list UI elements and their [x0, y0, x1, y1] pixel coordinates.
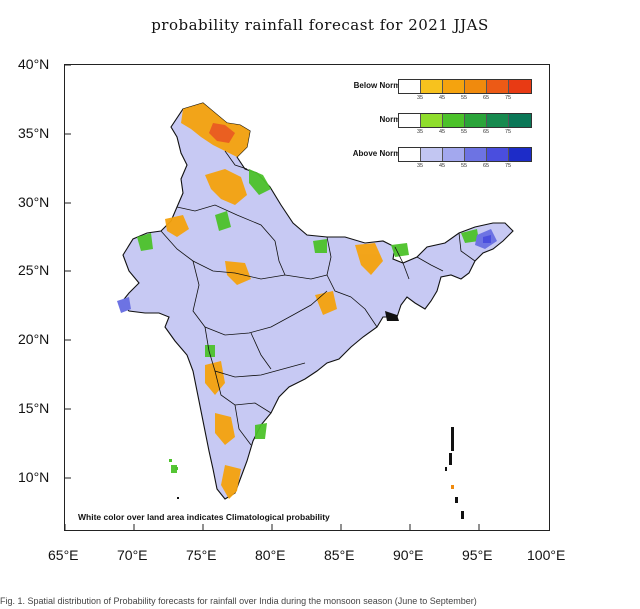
- legend-swatch: [487, 148, 509, 161]
- x-tick-label: 75°E: [186, 547, 217, 563]
- x-tick-label: 90°E: [393, 547, 424, 563]
- legend-tick: 65: [482, 163, 490, 169]
- y-tick-label: 35°N: [18, 125, 50, 141]
- legend-swatch: [399, 80, 421, 93]
- legend-swatch: [509, 80, 531, 93]
- legend-tick: 45: [438, 95, 446, 101]
- legend-tick: 55: [460, 95, 468, 101]
- legend-swatch: [465, 80, 487, 93]
- y-tick-label: 15°N: [18, 400, 50, 416]
- legend-label-below-normal: Below Normal: [353, 81, 407, 90]
- normal-patches: [137, 169, 479, 473]
- map-frame: Below Normal 35 45 55 65 75 Normal: [64, 64, 550, 531]
- legend-tick: 65: [482, 95, 490, 101]
- legend-tick: 45: [438, 163, 446, 169]
- lakshadweep-islands: [169, 459, 179, 499]
- coastline-feature: [385, 311, 399, 321]
- x-tick-label: 80°E: [255, 547, 286, 563]
- legend-swatch: [421, 80, 443, 93]
- above-normal-high-patches: [117, 229, 497, 313]
- andaman-islands: [445, 427, 464, 519]
- figure-caption: Fig. 1. Spatial distribution of Probabil…: [0, 596, 477, 606]
- legend-swatch: [443, 80, 465, 93]
- legend-tick: 55: [460, 163, 468, 169]
- x-tick-label: 95°E: [462, 547, 493, 563]
- map-footnote: White color over land area indicates Cli…: [78, 512, 330, 522]
- state-boundaries: [160, 150, 476, 446]
- legend-swatch: [509, 114, 531, 127]
- x-tick-label: 70°E: [117, 547, 148, 563]
- legend-bar-normal: [398, 113, 532, 128]
- legend-swatch: [399, 114, 421, 127]
- y-tick-label: 40°N: [18, 56, 50, 72]
- legend-bar-above-normal: [398, 147, 532, 162]
- legend-tick: 55: [460, 129, 468, 135]
- y-tick-label: 10°N: [18, 469, 50, 485]
- legend-swatch: [465, 114, 487, 127]
- india-forecast-map: [65, 65, 514, 530]
- legend-label-normal: Normal: [379, 115, 407, 124]
- y-tick-label: 30°N: [18, 194, 50, 210]
- y-tick-label: 20°N: [18, 331, 50, 347]
- legend-tick: 35: [416, 163, 424, 169]
- legend-tick: 65: [482, 129, 490, 135]
- legend: Below Normal 35 45 55 65 75 Normal: [315, 77, 545, 177]
- legend-swatch: [399, 148, 421, 161]
- legend-tick: 75: [504, 95, 512, 101]
- legend-tick: 35: [416, 129, 424, 135]
- x-tick-label: 65°E: [48, 547, 79, 563]
- legend-swatch: [487, 114, 509, 127]
- map-title: probability rainfall forecast for 2021 J…: [151, 16, 489, 34]
- legend-swatch: [465, 148, 487, 161]
- x-tick-label: 100°E: [527, 547, 566, 563]
- y-tick-label: 25°N: [18, 262, 50, 278]
- legend-tick: 35: [416, 95, 424, 101]
- x-tick-label: 85°E: [324, 547, 355, 563]
- below-normal-patches: [165, 103, 383, 499]
- legend-swatch: [421, 148, 443, 161]
- legend-label-above-normal: Above Normal: [352, 149, 407, 158]
- legend-swatch: [509, 148, 531, 161]
- legend-tick: 75: [504, 129, 512, 135]
- legend-swatch: [443, 114, 465, 127]
- india-landmass: [120, 102, 514, 500]
- legend-swatch: [421, 114, 443, 127]
- legend-bar-below-normal: [398, 79, 532, 94]
- legend-swatch: [443, 148, 465, 161]
- legend-swatch: [487, 80, 509, 93]
- legend-tick: 75: [504, 163, 512, 169]
- legend-tick: 45: [438, 129, 446, 135]
